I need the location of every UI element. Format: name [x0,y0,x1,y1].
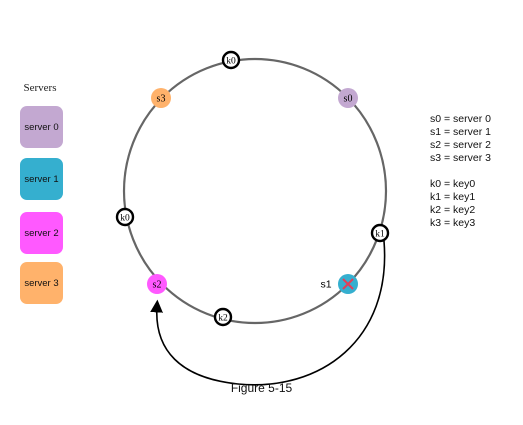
legend-title: Servers [23,82,57,94]
server-node-s2-label: s2 [153,280,162,291]
key-k0-top: k0 [221,50,241,70]
server-node-s3-label: s3 [157,94,166,105]
key-k0-left: k0 [115,207,135,227]
mapping-k0: k0 = key0 [430,178,476,190]
hash-ring [122,57,388,325]
server-node-s3: s3 [151,88,171,108]
key-k1: k1 [370,223,390,243]
server-node-s1-label: s1 [320,279,331,291]
figure-caption: Figure 5-15 [230,381,293,395]
mapping-s0: s0 = server 0 [430,113,491,125]
mapping-k3: k3 = key3 [430,217,476,229]
key-k2: k2 [213,307,233,327]
mapping-s3: s3 = server 3 [430,152,491,164]
server-node-s0-label: s0 [344,94,353,105]
server-0-box: server 0 [20,106,63,148]
key-k1-label: k1 [375,230,385,240]
key-k0-left-label: k0 [120,214,130,224]
mapping-k2: k2 = key2 [430,204,476,216]
key-k2-label: k2 [218,314,228,324]
server-node-s2: s2 [147,274,167,294]
mapping-k1: k1 = key1 [430,191,476,203]
server-node-s1-removed: s1 [320,274,358,294]
key-k0-top-label: k0 [226,57,236,67]
server-node-s0: s0 [338,88,358,108]
mapping-s2: s2 = server 2 [430,139,491,151]
server-1-box: server 1 [20,158,63,200]
key-mapping-list: k0 = key0 k1 = key1 k2 = key2 k3 = key3 [430,178,475,230]
server-3-box: server 3 [20,262,63,304]
server-mapping-list: s0 = server 0 s1 = server 1 s2 = server … [430,113,491,165]
server-2-box: server 2 [20,212,63,254]
mapping-s1: s1 = server 1 [430,126,491,138]
redistribution-arrow [150,240,386,386]
